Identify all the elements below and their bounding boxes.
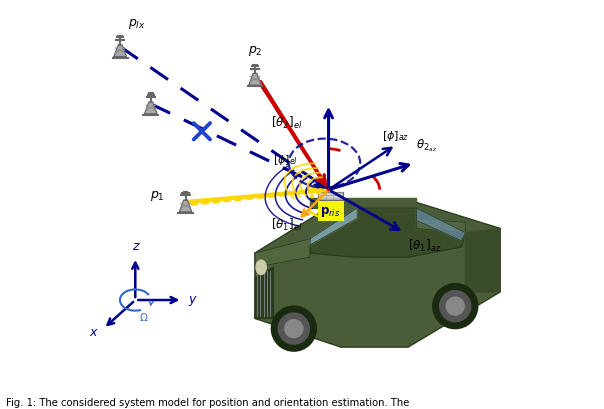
Text: $[\theta_2]_{el}$: $[\theta_2]_{el}$: [271, 115, 302, 131]
Text: $[\theta_1]_{az}$: $[\theta_1]_{az}$: [408, 237, 442, 253]
Circle shape: [432, 284, 478, 329]
Polygon shape: [466, 229, 500, 292]
Polygon shape: [145, 103, 157, 115]
Circle shape: [440, 291, 471, 322]
Ellipse shape: [256, 261, 266, 275]
Circle shape: [278, 313, 309, 344]
Polygon shape: [416, 219, 466, 233]
Text: $p_2$: $p_2$: [248, 44, 262, 58]
Text: $\Omega$: $\Omega$: [140, 310, 149, 322]
Polygon shape: [318, 192, 343, 200]
Text: $\mathbf{p}_{ris}$: $\mathbf{p}_{ris}$: [321, 204, 341, 218]
Text: $[\phi]_{el}$: $[\phi]_{el}$: [273, 153, 298, 166]
Text: $z$: $z$: [132, 239, 141, 252]
Text: $[\phi]_{az}$: $[\phi]_{az}$: [382, 128, 409, 142]
Polygon shape: [255, 267, 274, 319]
Polygon shape: [416, 209, 466, 241]
Polygon shape: [249, 74, 261, 86]
Polygon shape: [255, 239, 310, 267]
Polygon shape: [179, 201, 191, 212]
Polygon shape: [114, 46, 126, 57]
Text: $[\theta_1]_{el}$: $[\theta_1]_{el}$: [271, 217, 302, 233]
Text: $\theta_{2_{az}}$: $\theta_{2_{az}}$: [416, 137, 437, 153]
Text: $y$: $y$: [188, 293, 198, 307]
Text: $p_1$: $p_1$: [150, 188, 165, 202]
Text: $x$: $x$: [89, 326, 98, 339]
Text: Fig. 1: The considered system model for position and orientation estimation. The: Fig. 1: The considered system model for …: [6, 397, 410, 407]
Text: $p_{lx}$: $p_{lx}$: [128, 17, 146, 31]
Circle shape: [271, 306, 316, 351]
Polygon shape: [310, 209, 357, 245]
Circle shape: [285, 320, 303, 338]
Polygon shape: [310, 209, 466, 258]
Polygon shape: [310, 198, 416, 209]
Polygon shape: [255, 200, 500, 347]
Circle shape: [446, 297, 464, 315]
